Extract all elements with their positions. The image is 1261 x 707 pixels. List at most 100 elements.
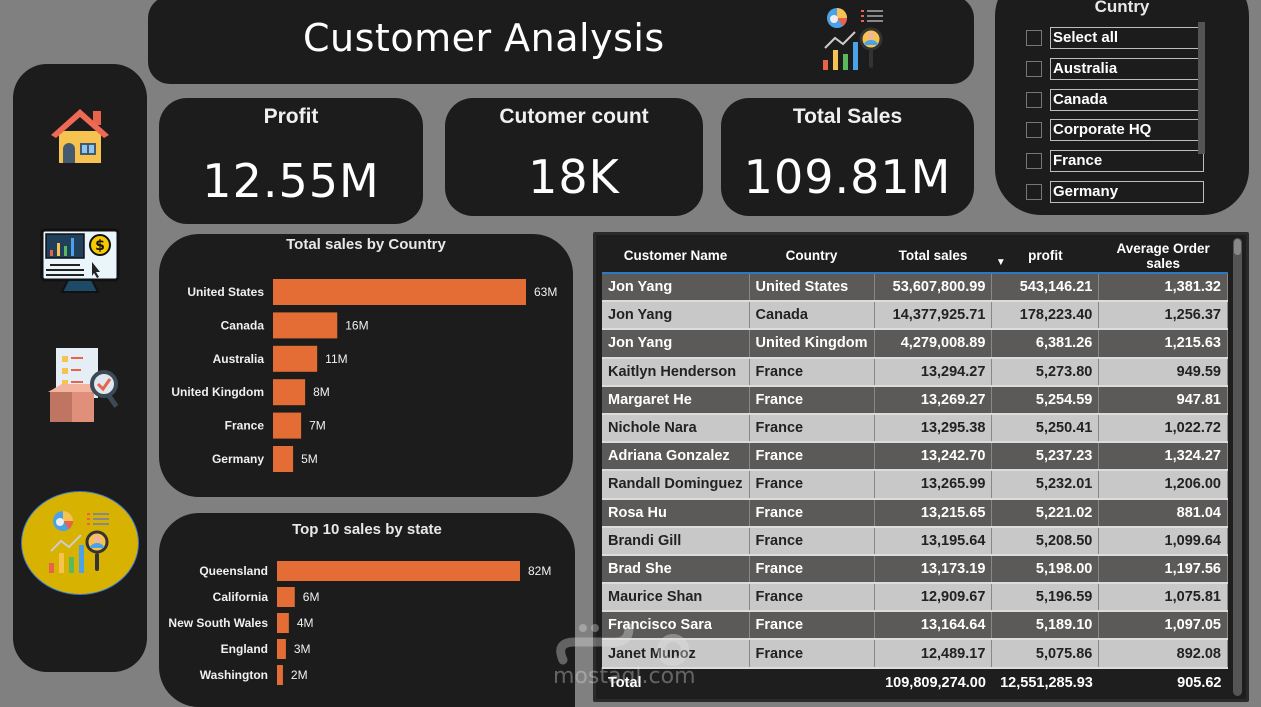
nav-sales-button[interactable]: $ — [13, 224, 147, 299]
header-banner: Customer Analysis — [148, 0, 974, 84]
cell-customer-name: Adriana Gonzalez — [602, 442, 750, 472]
cell-profit: 5,189.10 — [991, 611, 1100, 641]
cell-country: France — [749, 583, 875, 613]
data-label: 8M — [313, 385, 330, 399]
table-row[interactable]: Randall Dominguez France 13,265.99 5,232.01… — [602, 470, 1228, 500]
cell-total-sales: 13,173.19 — [874, 554, 993, 585]
slicer-item-label: Select all — [1050, 27, 1204, 49]
column-header-total-sales[interactable]: Total sales — [874, 239, 992, 274]
bar[interactable] — [273, 279, 526, 305]
slicer-item-australia[interactable]: Australia — [1026, 57, 1204, 81]
bar[interactable] — [277, 587, 295, 607]
table-row[interactable]: Jon Yang United States 53,607,800.99 543,14… — [602, 273, 1228, 303]
cell-profit: 6,381.26 — [991, 329, 1100, 359]
slicer-scrollbar[interactable] — [1198, 22, 1205, 154]
slicer-item-label: Corporate HQ — [1050, 119, 1204, 141]
category-label: United Kingdom — [171, 385, 264, 399]
cell-average-order-sales: 1,075.81 — [1098, 583, 1228, 613]
total-cell: 905.62 — [1098, 666, 1228, 698]
cell-total-sales: 13,195.64 — [874, 526, 993, 556]
kpi-label: Cutomer count — [499, 105, 649, 128]
chart-sales-by-country: Total sales by Country United States 63M C… — [159, 234, 573, 497]
bar[interactable] — [273, 312, 338, 339]
svg-text:$: $ — [95, 238, 105, 254]
country-slicer: Cuntry Select all Australia Canada Corpo… — [995, 0, 1249, 215]
cell-total-sales: 13,164.64 — [874, 611, 993, 641]
checkbox[interactable] — [1026, 30, 1042, 46]
cell-country: France — [749, 639, 875, 669]
data-label: 7M — [309, 419, 326, 433]
table-row[interactable]: Brad She France 13,173.19 5,198.00 1,197.56 — [602, 554, 1228, 585]
table-row[interactable]: Rosa Hu France 13,215.65 5,221.02 881.04 — [602, 498, 1228, 528]
header-logo — [821, 6, 887, 78]
cell-average-order-sales: 1,099.64 — [1098, 526, 1228, 556]
sort-descending-icon: ▼ — [995, 257, 1006, 268]
chart-title: Top 10 sales by state — [292, 521, 442, 538]
cell-customer-name: Francisco Sara — [602, 611, 750, 641]
bar[interactable] — [277, 613, 289, 633]
checkbox[interactable] — [1026, 122, 1042, 138]
slicer-item-label: Australia — [1050, 58, 1204, 80]
table-row[interactable]: Francisco Sara France 13,164.64 5,189.10 1,0… — [602, 611, 1228, 641]
cell-profit: 5,237.23 — [991, 442, 1100, 472]
cell-profit: 5,208.50 — [991, 526, 1100, 556]
table-row[interactable]: Nichole Nara France 13,295.38 5,250.41 1,022… — [602, 413, 1228, 444]
cell-country: France — [749, 526, 875, 556]
bar[interactable] — [273, 446, 294, 472]
column-header-label: profit — [1028, 248, 1063, 263]
cell-profit: 5,075.86 — [991, 639, 1100, 669]
bar[interactable] — [277, 639, 286, 659]
cell-customer-name: Brad She — [602, 554, 750, 585]
slicer-item-germany[interactable]: Germany — [1026, 180, 1204, 204]
bar[interactable] — [273, 412, 302, 439]
cell-average-order-sales: 947.81 — [1098, 385, 1228, 415]
table-row[interactable]: Jon Yang Canada 14,377,925.71 178,223.40 1,2… — [602, 301, 1228, 331]
slicer-item-canada[interactable]: Canada — [1026, 88, 1204, 112]
cell-average-order-sales: 1,256.37 — [1098, 301, 1228, 331]
column-header-customer-name[interactable]: Customer Name — [602, 239, 750, 274]
checkbox[interactable] — [1026, 153, 1042, 169]
table-row[interactable]: Margaret He France 13,269.27 5,254.59 947.81 — [602, 385, 1228, 415]
checkbox[interactable] — [1026, 92, 1042, 108]
category-label: United States — [187, 285, 264, 299]
table-row[interactable]: Janet Munoz France 12,489.17 5,075.86 892.08 — [602, 639, 1228, 669]
cell-total-sales: 13,269.27 — [874, 385, 993, 415]
cell-customer-name: Randall Dominguez — [602, 470, 750, 500]
cell-customer-name: Jon Yang — [602, 273, 750, 303]
table-row[interactable]: Jon Yang United Kingdom 4,279,008.89 6,381.… — [602, 329, 1228, 359]
slicer-item-france[interactable]: France — [1026, 149, 1204, 173]
cell-country: France — [749, 470, 875, 500]
slicer-item-corporate-hq[interactable]: Corporate HQ — [1026, 118, 1204, 142]
bar[interactable] — [277, 665, 283, 685]
sidebar-nav: $ — [13, 64, 147, 672]
checkbox[interactable] — [1026, 61, 1042, 77]
bar[interactable] — [277, 561, 520, 581]
table-scrollbar-thumb[interactable] — [1234, 239, 1241, 255]
bar[interactable] — [273, 379, 306, 406]
table-row[interactable]: Kaitlyn Henderson France 13,294.27 5,273.80… — [602, 357, 1228, 387]
column-header-country[interactable]: Country — [749, 239, 875, 274]
data-label: 63M — [534, 285, 557, 299]
nav-customers-button[interactable] — [13, 490, 147, 596]
column-header-average-order-sales[interactable]: Average Order sales — [1098, 239, 1228, 274]
slicer-item-select-all[interactable]: Select all — [1026, 26, 1204, 50]
cell-customer-name: Nichole Nara — [602, 413, 750, 444]
bar[interactable] — [273, 345, 318, 372]
table-row[interactable]: Maurice Shan France 12,909.67 5,196.59 1,075… — [602, 583, 1228, 613]
column-header-profit[interactable]: ▼ profit — [991, 239, 1099, 274]
table-row[interactable]: Adriana Gonzalez France 13,242.70 5,237.23 1… — [602, 442, 1228, 472]
table-row[interactable]: Brandi Gill France 13,195.64 5,208.50 1,099.… — [602, 526, 1228, 556]
nav-home-button[interactable] — [13, 100, 147, 170]
kpi-value: 109.81M — [743, 150, 952, 204]
customer-analytics-icon — [823, 8, 883, 70]
checkbox[interactable] — [1026, 184, 1042, 200]
nav-products-button[interactable] — [13, 342, 147, 427]
cell-total-sales: 13,294.27 — [874, 357, 993, 387]
cell-customer-name: Jon Yang — [602, 329, 750, 359]
cell-profit: 5,232.01 — [991, 470, 1100, 500]
category-label: Australia — [213, 352, 265, 366]
cell-profit: 178,223.40 — [991, 301, 1100, 331]
cell-average-order-sales: 949.59 — [1098, 357, 1228, 387]
table-scrollbar[interactable] — [1233, 238, 1242, 696]
category-label: Canada — [221, 318, 265, 332]
